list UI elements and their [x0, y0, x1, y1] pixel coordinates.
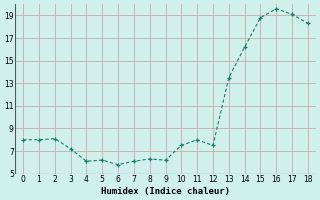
X-axis label: Humidex (Indice chaleur): Humidex (Indice chaleur) [101, 187, 230, 196]
